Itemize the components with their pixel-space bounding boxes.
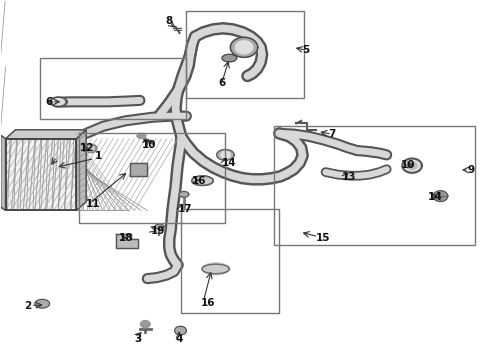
Text: 5: 5 bbox=[303, 45, 310, 55]
Text: 13: 13 bbox=[342, 172, 356, 182]
Polygon shape bbox=[85, 144, 97, 153]
Text: 4: 4 bbox=[175, 333, 183, 343]
Text: 12: 12 bbox=[80, 143, 95, 153]
Polygon shape bbox=[141, 320, 150, 328]
Bar bbox=[40, 58, 186, 119]
Polygon shape bbox=[117, 234, 139, 248]
Polygon shape bbox=[88, 146, 95, 151]
Text: 9: 9 bbox=[467, 165, 474, 175]
Text: 18: 18 bbox=[119, 233, 133, 243]
Polygon shape bbox=[174, 326, 186, 335]
Bar bbox=[5, 139, 76, 211]
Text: 15: 15 bbox=[316, 233, 330, 243]
Text: 8: 8 bbox=[166, 17, 173, 27]
Text: 17: 17 bbox=[177, 204, 192, 215]
Text: 14: 14 bbox=[428, 192, 443, 202]
Bar bbox=[186, 12, 304, 98]
Polygon shape bbox=[5, 130, 86, 139]
Text: 7: 7 bbox=[328, 129, 336, 139]
Text: 10: 10 bbox=[142, 140, 156, 150]
Polygon shape bbox=[155, 224, 164, 229]
Polygon shape bbox=[433, 191, 448, 202]
Bar bbox=[79, 134, 225, 223]
Text: 14: 14 bbox=[221, 158, 236, 168]
Polygon shape bbox=[202, 263, 229, 275]
Polygon shape bbox=[52, 99, 64, 105]
Polygon shape bbox=[217, 149, 234, 160]
Bar bbox=[274, 126, 475, 244]
Polygon shape bbox=[49, 97, 67, 107]
Polygon shape bbox=[179, 192, 189, 197]
Polygon shape bbox=[35, 300, 49, 308]
Text: 11: 11 bbox=[86, 199, 101, 210]
Polygon shape bbox=[192, 176, 213, 185]
Polygon shape bbox=[222, 54, 237, 62]
Polygon shape bbox=[0, 135, 5, 211]
Polygon shape bbox=[130, 163, 147, 176]
Text: 6: 6 bbox=[218, 78, 225, 88]
Polygon shape bbox=[235, 41, 253, 54]
Text: 16: 16 bbox=[192, 176, 207, 186]
Text: 19: 19 bbox=[151, 226, 166, 236]
Text: 16: 16 bbox=[201, 298, 216, 308]
Bar bbox=[181, 209, 279, 313]
Polygon shape bbox=[5, 139, 76, 211]
Bar bbox=[5, 139, 76, 211]
Polygon shape bbox=[407, 162, 417, 169]
Polygon shape bbox=[137, 134, 147, 138]
Polygon shape bbox=[220, 151, 230, 158]
Text: 6: 6 bbox=[46, 97, 53, 107]
Polygon shape bbox=[230, 37, 258, 57]
Text: 2: 2 bbox=[24, 301, 31, 311]
Text: 1: 1 bbox=[95, 150, 102, 161]
Text: 10: 10 bbox=[400, 160, 415, 170]
Text: 3: 3 bbox=[135, 333, 142, 343]
Polygon shape bbox=[76, 130, 86, 211]
Polygon shape bbox=[402, 158, 422, 173]
